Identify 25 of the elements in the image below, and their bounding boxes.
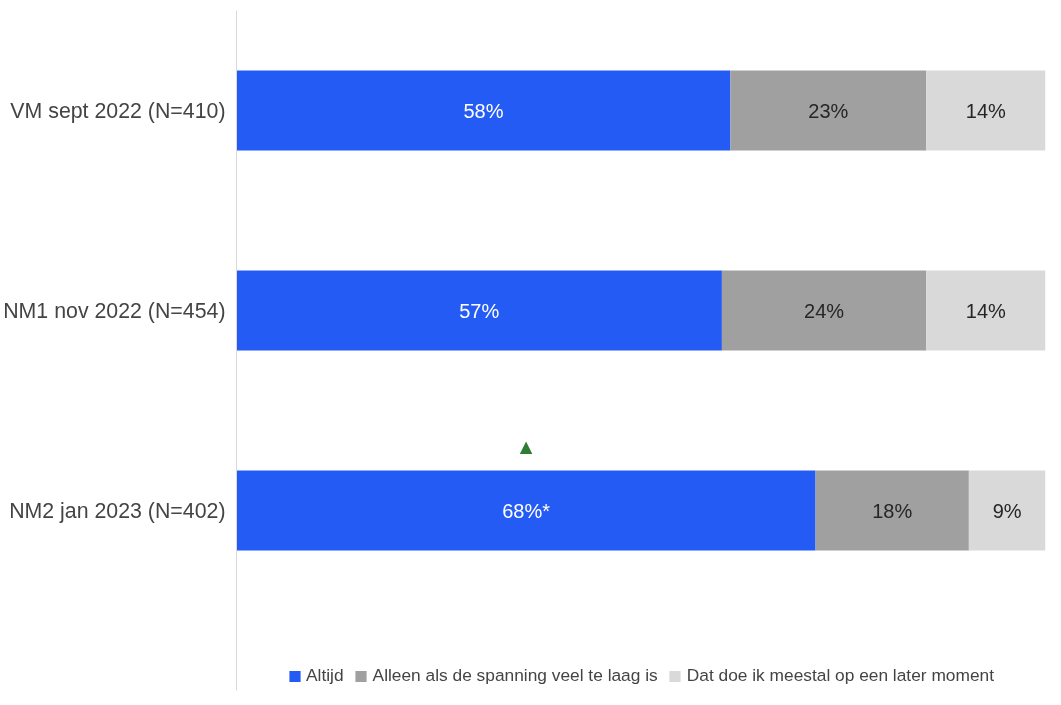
legend-label: Dat doe ik meestal op een later moment <box>686 665 994 686</box>
bar <box>730 70 927 151</box>
bar <box>926 70 1046 151</box>
y-tick-label: NM1 nov 2022 (N=454) <box>3 298 226 323</box>
bar <box>968 470 1046 551</box>
bar <box>926 270 1046 351</box>
bar <box>815 470 969 551</box>
data-label: 68%* <box>502 499 551 522</box>
bar <box>236 270 722 351</box>
legend-label: Altijd <box>306 665 344 686</box>
data-label: 18% <box>872 499 913 522</box>
bar <box>236 70 731 151</box>
data-label: 14% <box>965 299 1007 322</box>
data-label: 57% <box>459 299 500 322</box>
data-label: 23% <box>808 99 849 122</box>
data-label: 9% <box>992 499 1022 522</box>
bar <box>721 270 927 351</box>
data-label: 24% <box>804 299 845 322</box>
legend-label: Alleen als de spanning veel te laag is <box>372 665 658 686</box>
y-tick-label: VM sept 2022 (N=410) <box>10 98 226 123</box>
annotation: ▲ <box>515 434 537 459</box>
y-tick-label: NM2 jan 2023 (N=402) <box>9 498 226 523</box>
bar <box>236 470 816 551</box>
data-label: 58% <box>463 99 504 122</box>
data-label: 14% <box>965 99 1007 122</box>
